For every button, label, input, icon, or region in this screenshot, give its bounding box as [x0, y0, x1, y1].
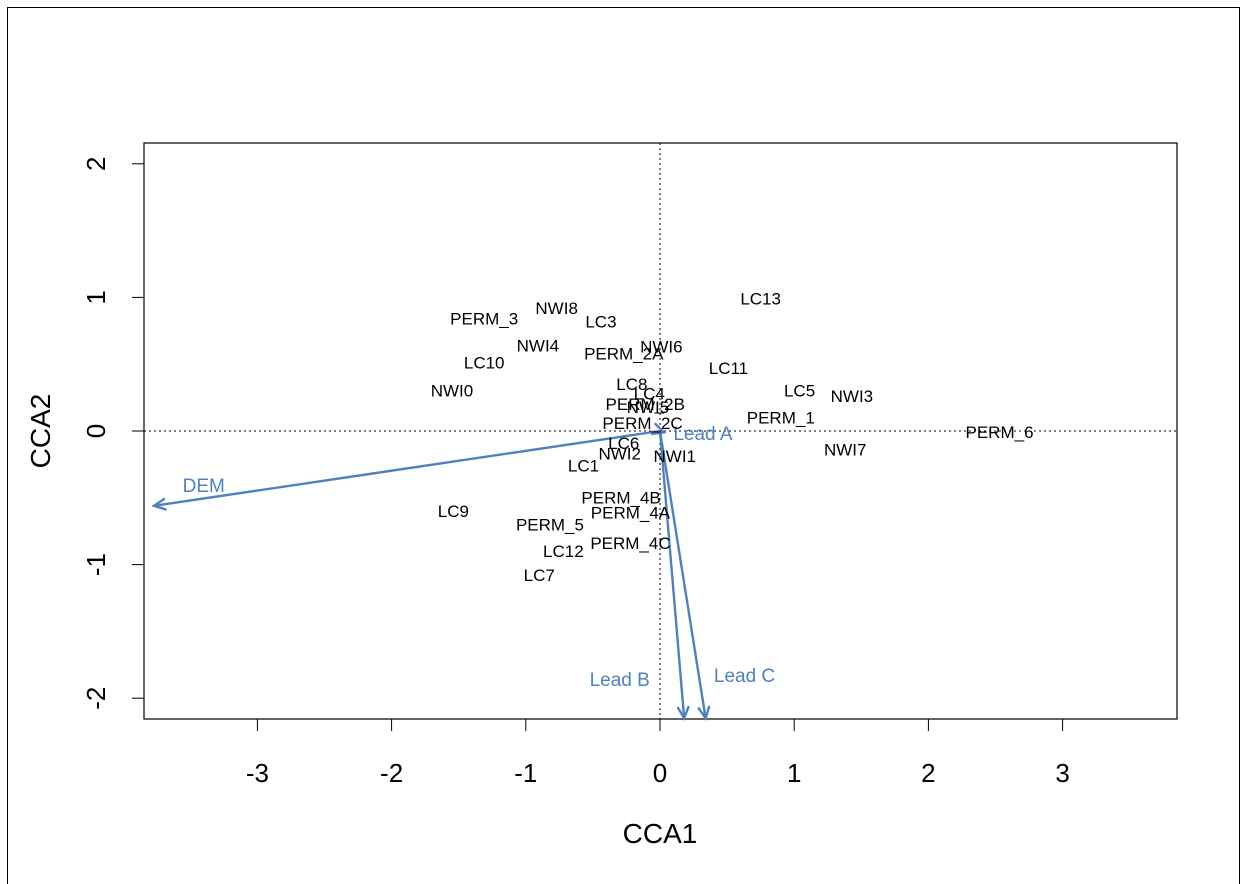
x-tick-label: 2 [921, 758, 935, 788]
arrow-lead-b [658, 430, 686, 719]
x-axis: -3 -2 -1 0 1 2 3 [246, 719, 1070, 788]
arrow-lead-c [658, 430, 707, 719]
site-label: PERM_5 [516, 515, 584, 534]
site-label: LC7 [524, 566, 555, 585]
site-label: NWI0 [431, 382, 474, 401]
site-label: PERM_6 [966, 423, 1034, 442]
arrow-label: DEM [183, 476, 225, 497]
y-tick-label: 2 [81, 157, 111, 171]
site-label: PERM_4A [591, 503, 671, 522]
site-label: LC6 [608, 434, 639, 453]
x-tick-label: 0 [653, 758, 667, 788]
site-label: PERM_4B [581, 489, 660, 508]
site-label: NWI3 [831, 387, 874, 406]
site-label: PERM_3 [450, 310, 518, 329]
site-label: NWI7 [824, 441, 867, 460]
site-label: PERM_2B [606, 395, 685, 414]
y-axis-title: CCA2 [25, 394, 56, 469]
arrow-label: Lead A [673, 424, 732, 445]
y-tick-label: 1 [81, 290, 111, 304]
site-label: PERM_4C [590, 534, 670, 553]
y-tick-label: 0 [81, 424, 111, 438]
site-label: NWI6 [640, 338, 683, 357]
x-tick-label: 1 [787, 758, 801, 788]
arrow-dem [153, 429, 661, 508]
site-label: NWI2 [598, 445, 641, 464]
y-tick-label: -2 [81, 687, 111, 710]
site-label: NWI8 [535, 299, 578, 318]
y-axis: -2 -1 0 1 2 [81, 157, 144, 710]
arrow-label: Lead B [590, 670, 650, 691]
figure-frame [7, 7, 1240, 884]
site-label: LC13 [740, 290, 781, 309]
site-label: PERM_1 [747, 408, 815, 427]
arrow-label: Lead C [714, 666, 775, 687]
x-tick-label: -2 [380, 758, 403, 788]
site-label: NWI5 [627, 398, 670, 417]
site-label: LC3 [585, 312, 616, 331]
site-label: LC12 [543, 542, 584, 561]
x-tick-label: -3 [246, 758, 269, 788]
site-label: LC9 [438, 502, 469, 521]
site-label: NWI1 [654, 447, 697, 466]
site-label: PERM_2C [602, 414, 682, 433]
x-tick-label: 3 [1055, 758, 1069, 788]
site-label: LC8 [616, 375, 647, 394]
x-tick-label: -1 [514, 758, 537, 788]
site-label: LC1 [568, 457, 599, 476]
arrowhead [697, 705, 711, 721]
biplot-arrows: DEM Lead A Lead B Lead C [151, 422, 775, 721]
site-label: LC5 [784, 382, 815, 401]
arrowhead [151, 497, 167, 511]
site-label: PERM_2A [584, 344, 664, 363]
arrowhead [650, 422, 667, 436]
x-axis-title: CCA1 [623, 818, 698, 849]
site-label: NWI4 [517, 336, 560, 355]
site-label: LC11 [709, 359, 748, 378]
site-label: LC10 [464, 354, 505, 373]
y-tick-label: -1 [81, 553, 111, 576]
site-label: LC4 [634, 384, 665, 403]
arrowhead [676, 705, 690, 721]
